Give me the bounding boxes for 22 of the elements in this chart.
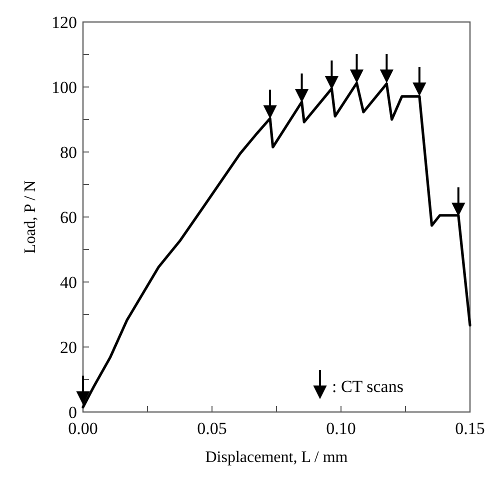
y-axis-title: Load, P / N (22, 180, 39, 254)
y-tick-label: 80 (60, 143, 77, 162)
point (452, 202, 465, 216)
x-tick-label: 0.05 (197, 419, 227, 438)
point (295, 89, 308, 102)
y-tick-label: 40 (60, 273, 77, 292)
y-tick-label: 60 (60, 208, 77, 227)
point (76, 391, 90, 404)
point (264, 105, 277, 118)
point (350, 70, 364, 82)
x-tick-label: 0.15 (455, 419, 485, 438)
y-tick-label: 120 (52, 13, 77, 32)
point (412, 82, 426, 96)
x-axis-title: Displacement, L / mm (205, 449, 348, 466)
point (380, 70, 394, 82)
x-tick-label: 0.10 (326, 419, 356, 438)
point (325, 76, 338, 89)
x-tick-label: 0.00 (68, 419, 98, 438)
legend-label: : CT scans (332, 377, 404, 396)
y-tick-label: 0 (68, 403, 77, 422)
y-tick-label: 100 (52, 78, 77, 97)
y-tick-label: 20 (60, 338, 77, 357)
